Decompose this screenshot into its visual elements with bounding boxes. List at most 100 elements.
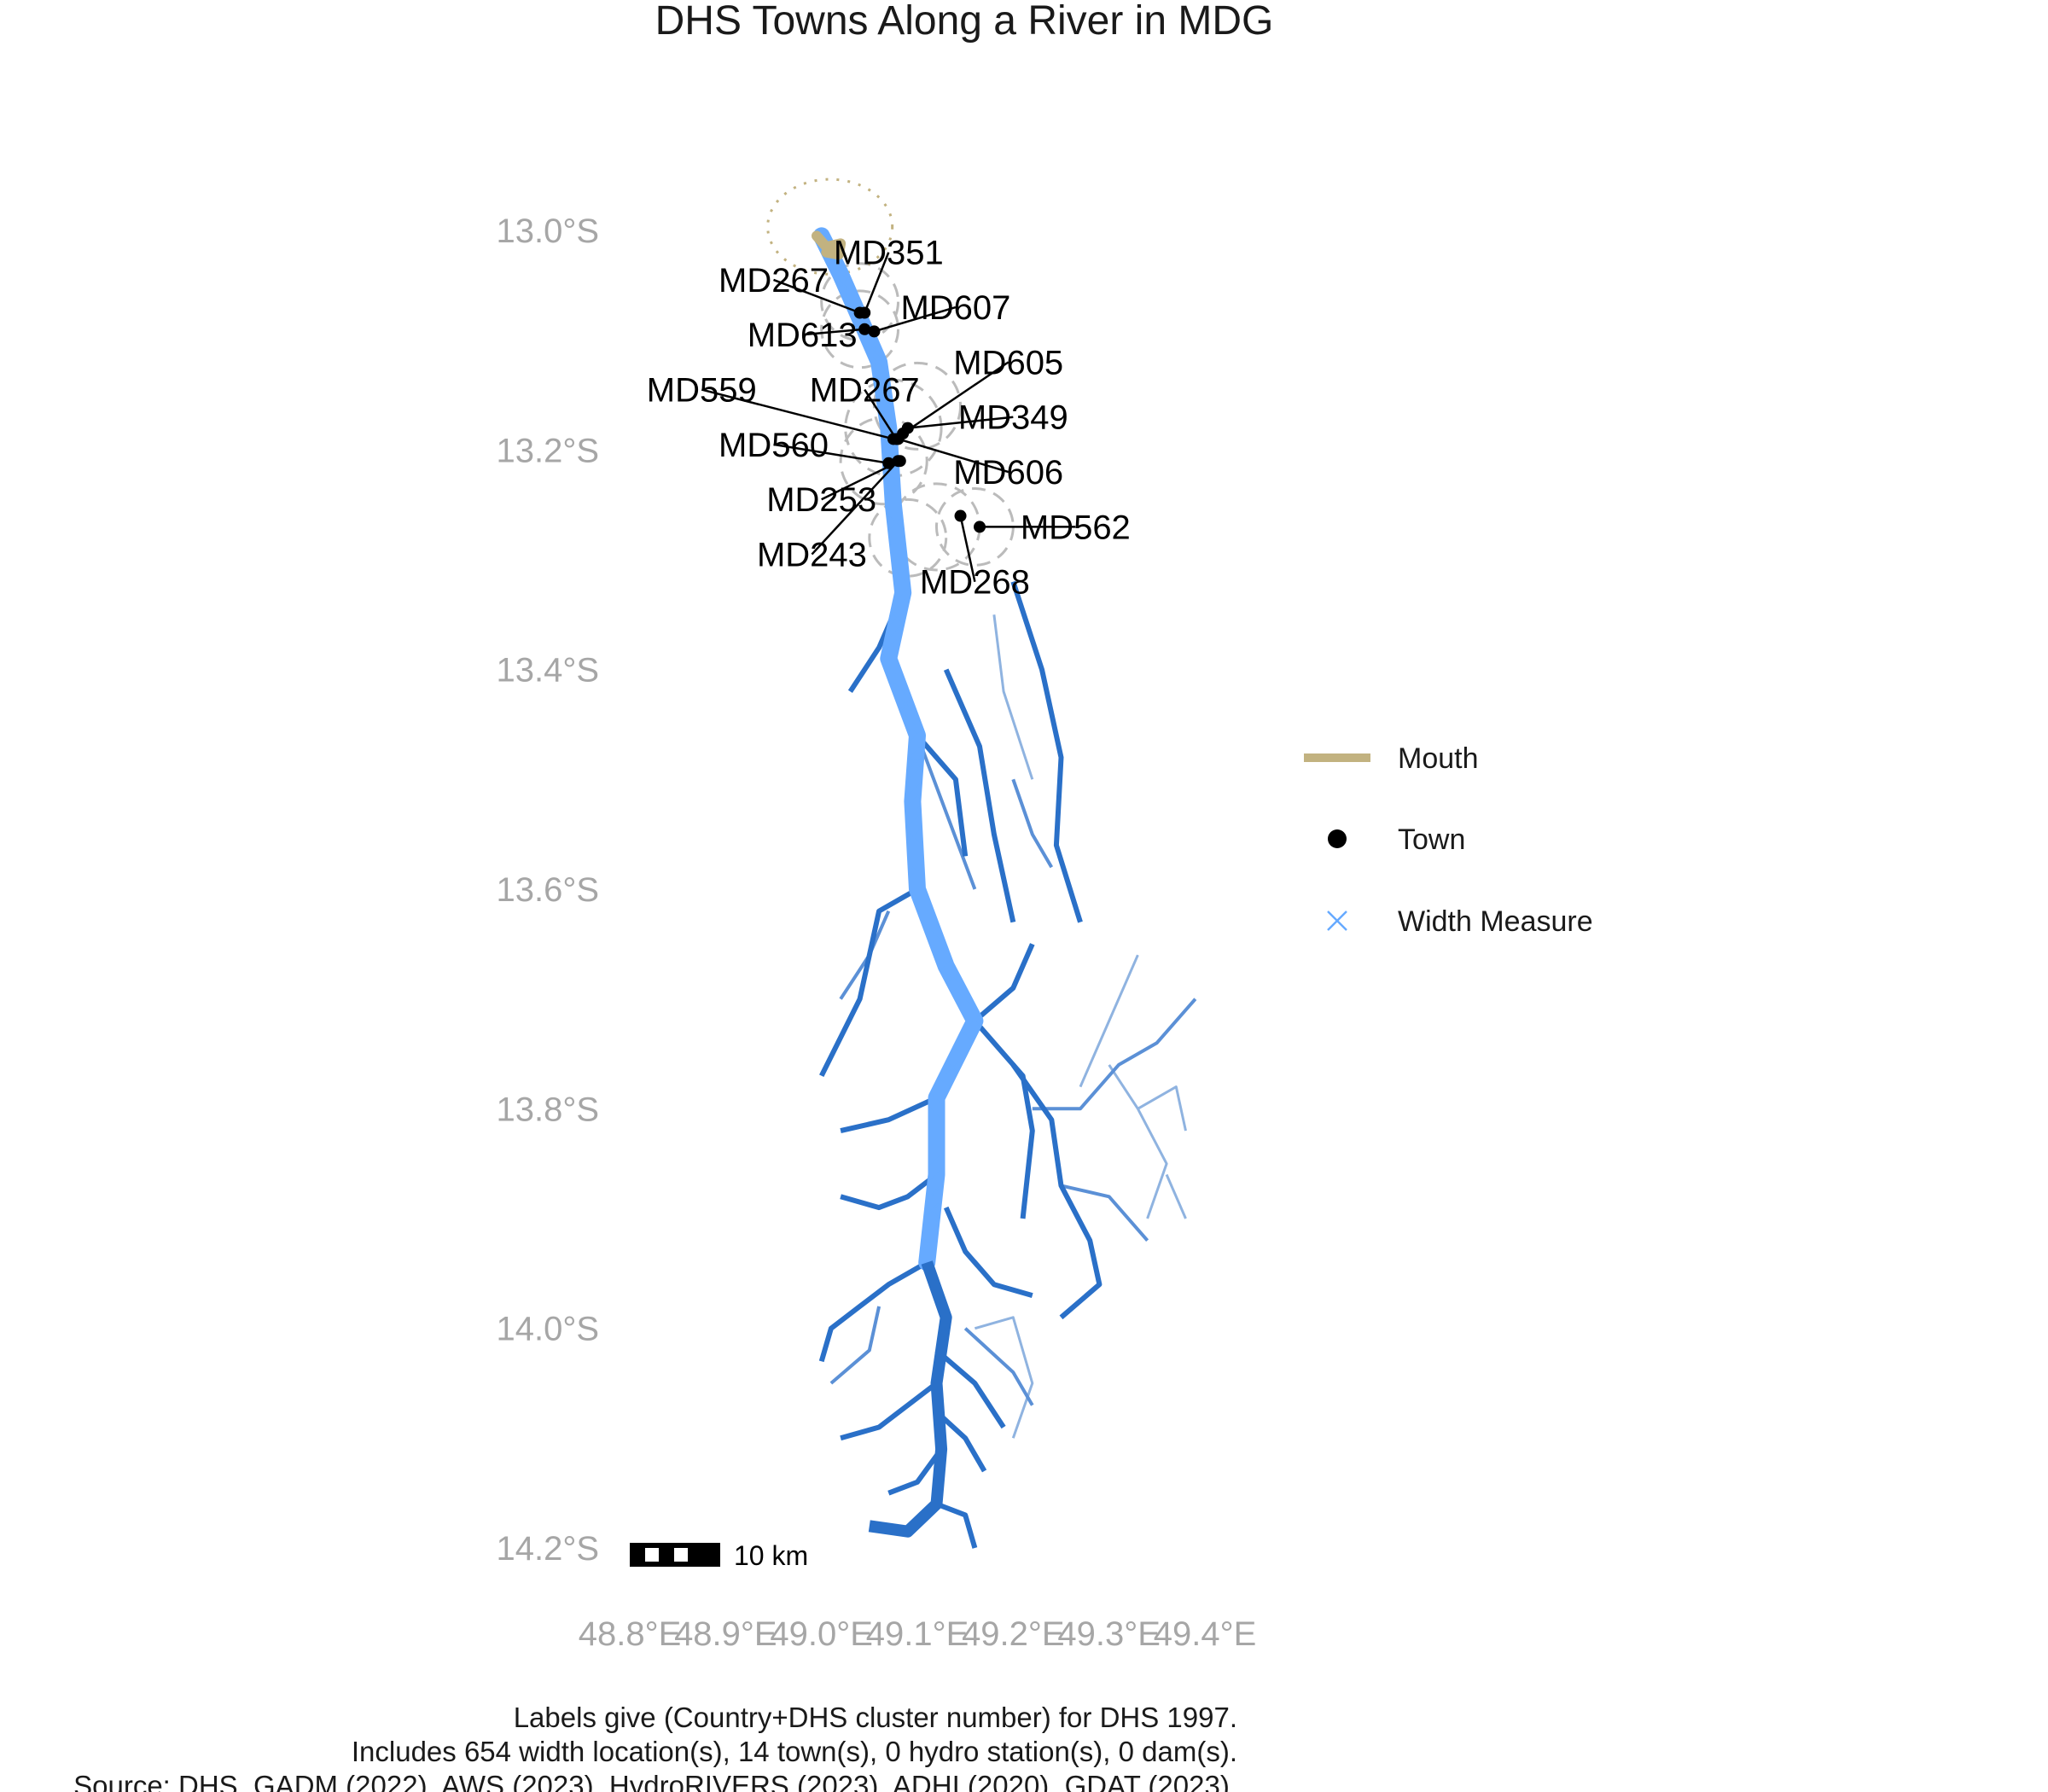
- town-label: MD613: [748, 317, 858, 354]
- width-measure-mark: [886, 482, 899, 497]
- tributary-line: [963, 1327, 1034, 1406]
- caption-line-2: Includes 654 width location(s), 14 town(…: [352, 1736, 1237, 1767]
- width-measure-mark: [907, 768, 922, 782]
- mouth-buffer-circle: [766, 177, 894, 276]
- town-label: MD607: [900, 289, 1010, 327]
- town-label: MD267: [719, 262, 829, 300]
- tributary-line: [1165, 1173, 1187, 1219]
- width-measure-mark: [893, 683, 907, 696]
- width-measure-mark: [929, 1137, 944, 1151]
- width-measure-mark: [906, 812, 921, 826]
- scale-bar: 10 km: [630, 1540, 808, 1571]
- caption-line-1: Labels give (Country+DHS cluster number)…: [514, 1702, 1237, 1733]
- width-measure-mark: [939, 959, 953, 973]
- width-measure-mark: [905, 713, 918, 727]
- width-measure-mark: [905, 794, 920, 808]
- width-measure-mark: [951, 981, 964, 995]
- width-measure-mark: [829, 259, 844, 274]
- tributary-line: [840, 1095, 938, 1134]
- legend: Mouth Town Width Measure: [1304, 742, 1593, 938]
- town-label: MD562: [1021, 509, 1131, 546]
- main-channel-line: [812, 227, 984, 1271]
- width-measure-mark: [881, 652, 896, 666]
- width-measure-mark: [929, 1152, 944, 1167]
- latitude-tick-labels: 13.0°S 13.2°S 13.4°S 13.6°S 13.8°S 14.0°S 14.2…: [496, 212, 599, 1568]
- width-measure-mark: [910, 864, 923, 879]
- width-measure-mark: [892, 550, 906, 565]
- tributary-line: [973, 943, 1035, 1023]
- town-point: [901, 422, 914, 434]
- tributary-line: [1079, 954, 1139, 1088]
- scale-bar-segment: [674, 1548, 688, 1562]
- tributary-line: [1010, 580, 1083, 923]
- width-measure-mark: [929, 1106, 944, 1120]
- longitude-tick-label: 48.8°E: [579, 1615, 682, 1653]
- caption-line-3: Source: DHS, GADM (2022), AWS (2023), Hy…: [73, 1770, 1237, 1792]
- leader-line: [874, 305, 957, 333]
- label-leader-lines: [701, 252, 1076, 582]
- width-measure-mark: [937, 1075, 951, 1090]
- width-measure-mark: [896, 585, 910, 600]
- tributary-line: [1011, 778, 1054, 869]
- width-measure-mark: [872, 355, 886, 369]
- width-measure-mark: [890, 533, 905, 547]
- width-measure-mark: [945, 1060, 959, 1074]
- town-label: MD267: [810, 372, 920, 410]
- longitude-tick-labels: 48.8°E48.9°E49.0°E49.1°E49.2°E49.3°E49.4…: [579, 1615, 1257, 1653]
- width-measure-mark: [945, 970, 959, 984]
- width-measure-mark: [952, 1044, 967, 1059]
- legend-mouth-label: Mouth: [1398, 742, 1479, 775]
- latitude-tick-label: 13.2°S: [496, 432, 599, 469]
- tributary-line: [840, 1172, 939, 1211]
- width-measure-mark: [916, 898, 930, 911]
- width-measure-mark: [864, 338, 878, 352]
- town-label: MD605: [953, 344, 1063, 381]
- width-measure-mark: [894, 568, 908, 582]
- town-points: [853, 306, 986, 533]
- tributary-line: [992, 614, 1034, 780]
- town-buffer-circle: [868, 497, 948, 578]
- latitude-tick-label: 14.2°S: [496, 1530, 599, 1568]
- width-measure-mark: [887, 625, 901, 639]
- latitude-tick-label: 13.6°S: [496, 871, 599, 909]
- tributary-line: [887, 1447, 944, 1496]
- scale-bar-segment: [645, 1548, 659, 1562]
- longitude-tick-label: 49.4°E: [1154, 1615, 1257, 1653]
- width-measure-mark: [890, 612, 905, 626]
- mouth-line: [812, 230, 847, 260]
- tributary-line: [974, 1316, 1034, 1439]
- town-label: MD243: [757, 537, 867, 574]
- width-measure-mark: [911, 729, 924, 742]
- width-measure-mark: [922, 1238, 936, 1252]
- tributary-line: [1061, 1184, 1149, 1242]
- town-buffer-circle: [820, 289, 900, 369]
- tributary-line: [915, 733, 969, 857]
- town-point: [892, 455, 905, 468]
- width-measure-mark: [962, 1003, 976, 1017]
- town-label: MD351: [834, 235, 944, 272]
- longitude-tick-label: 49.3°E: [1057, 1615, 1161, 1653]
- width-measure-mark: [910, 742, 923, 756]
- legend-town-swatch: [1328, 829, 1347, 848]
- scale-bar-label: 10 km: [734, 1540, 808, 1571]
- width-measure-mark: [934, 944, 947, 957]
- tributary-line: [940, 1414, 987, 1473]
- width-measure-mark: [868, 346, 882, 360]
- leader-line: [701, 388, 894, 440]
- town-point: [974, 521, 986, 533]
- width-measure-mark: [957, 992, 970, 1006]
- tributary-line: [916, 735, 977, 890]
- tributary-line: [973, 1019, 1035, 1219]
- leader-line: [864, 252, 890, 313]
- main-river-channel: [812, 227, 984, 1538]
- width-measure-mark: [874, 369, 888, 382]
- town-point: [868, 325, 881, 338]
- tributary-line: [1010, 1063, 1103, 1320]
- tributary-line: [840, 1381, 939, 1441]
- width-measure-mark: [968, 1014, 982, 1028]
- caption: Labels give (Country+DHS cluster number)…: [73, 1702, 1237, 1792]
- map-title: DHS Towns Along a River in MDG: [655, 0, 1274, 44]
- width-measure-mark: [929, 1121, 944, 1136]
